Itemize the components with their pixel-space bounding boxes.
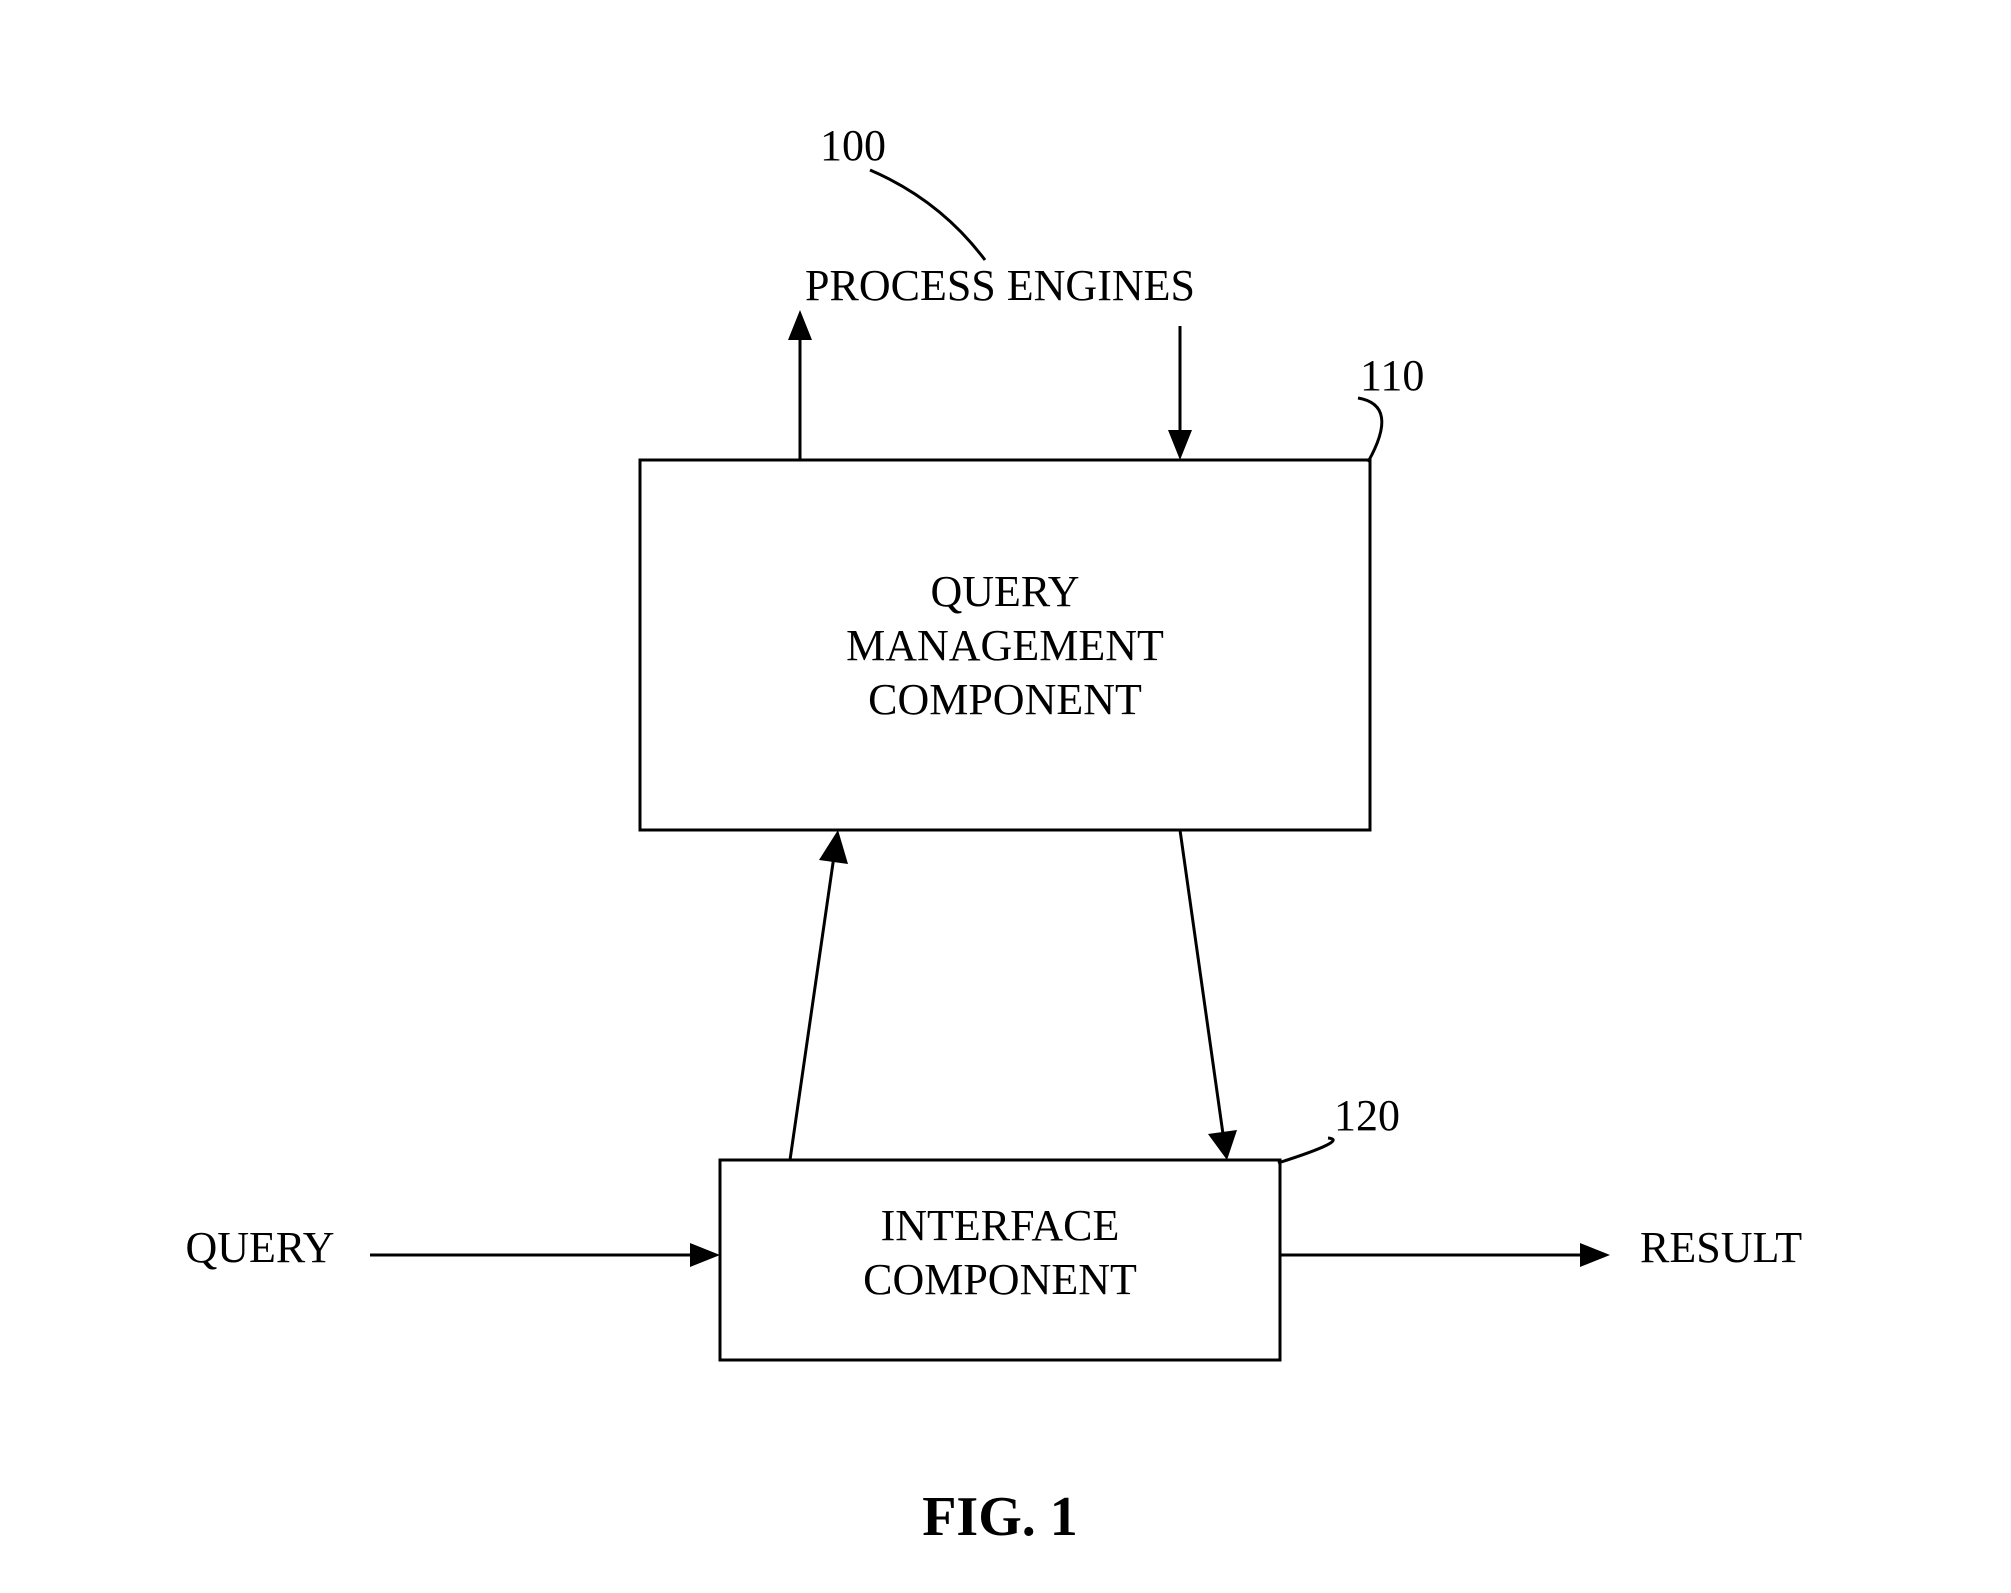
qmc-line2: MANAGEMENT (846, 621, 1164, 670)
arrow-iface-to-qmc (790, 856, 834, 1160)
query-label: QUERY (185, 1223, 334, 1272)
diagram-canvas: 100 PROCESS ENGINES QUERY MANAGEMENT COM… (0, 0, 2011, 1593)
result-label: RESULT (1640, 1223, 1802, 1272)
arrowhead-diag-ul (819, 830, 848, 864)
arrowhead-query-in (690, 1243, 720, 1267)
arrowhead-result-out (1580, 1243, 1610, 1267)
ref-120-label: 120 (1334, 1091, 1400, 1140)
arrowhead-up-1 (788, 310, 812, 340)
iface-line2: COMPONENT (863, 1255, 1137, 1304)
arrowhead-down-1 (1168, 430, 1192, 460)
qmc-line1: QUERY (930, 567, 1079, 616)
arrow-qmc-to-iface (1180, 830, 1223, 1134)
ref-100-leader (870, 170, 985, 260)
process-engines-label: PROCESS ENGINES (805, 261, 1195, 310)
ref-120-leader (1278, 1138, 1333, 1163)
qmc-line3: COMPONENT (868, 675, 1142, 724)
iface-line1: INTERFACE (881, 1201, 1120, 1250)
arrowhead-diag-dr (1208, 1130, 1237, 1160)
ref-110-leader (1358, 398, 1382, 462)
figure-caption: FIG. 1 (922, 1486, 1078, 1548)
ref-100-label: 100 (820, 121, 886, 170)
ref-110-label: 110 (1360, 351, 1424, 400)
